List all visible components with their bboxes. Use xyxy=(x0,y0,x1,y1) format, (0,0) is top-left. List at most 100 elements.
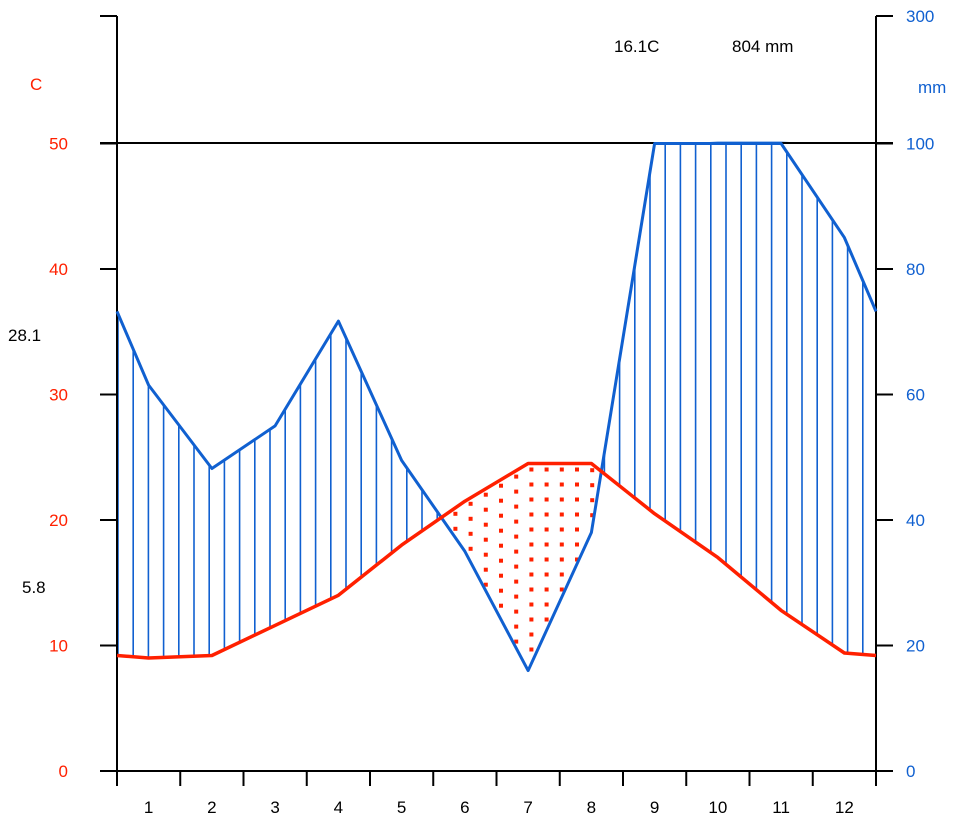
temperature-series-line xyxy=(116,461,877,660)
arid-dot xyxy=(468,546,473,551)
arid-dot xyxy=(590,468,595,473)
arid-dot xyxy=(499,528,503,533)
arid-dot xyxy=(529,467,534,472)
arid-dot xyxy=(529,557,534,562)
arid-dot xyxy=(529,512,534,517)
month-tick-label: 9 xyxy=(650,798,659,817)
arid-dot xyxy=(483,537,488,542)
precipitation-unit-label: mm xyxy=(918,78,946,97)
temperature-unit-label: C xyxy=(30,75,42,94)
arid-period-dots xyxy=(453,467,595,652)
arid-dot xyxy=(590,483,595,488)
arid-dot xyxy=(575,482,579,487)
arid-dot xyxy=(529,527,534,532)
arid-dot xyxy=(529,497,534,502)
month-tick-label: 10 xyxy=(708,798,727,817)
arid-dot xyxy=(514,564,519,569)
arid-dot xyxy=(499,588,503,593)
month-tick-label: 4 xyxy=(334,798,343,817)
temperature-tick-label: 50 xyxy=(49,135,68,154)
arid-dot xyxy=(544,467,549,472)
precipitation-series-line xyxy=(115,142,878,673)
arid-dot xyxy=(544,587,549,592)
month-tick-label: 5 xyxy=(397,798,406,817)
arid-dot xyxy=(529,482,534,487)
month-tick-label: 3 xyxy=(270,798,279,817)
arid-dot xyxy=(483,522,488,527)
arid-dot xyxy=(544,482,549,487)
precipitation-tick-label: 20 xyxy=(906,637,925,656)
arid-dot xyxy=(468,531,473,536)
arid-dot xyxy=(529,617,534,622)
arid-dot xyxy=(575,467,579,472)
arid-dot xyxy=(559,557,564,562)
arid-dot xyxy=(544,542,549,547)
arid-dot xyxy=(559,482,564,487)
arid-dot xyxy=(483,507,488,512)
month-tick-label: 12 xyxy=(835,798,854,817)
arid-dot xyxy=(575,497,579,502)
arid-dot xyxy=(514,519,519,524)
temperature-tick-label: 40 xyxy=(49,260,68,279)
precipitation-tick-label: 80 xyxy=(906,260,925,279)
precipitation-tick-label: 60 xyxy=(906,386,925,405)
side-label-upper: 28.1 xyxy=(8,326,41,345)
arid-dot xyxy=(483,582,488,587)
arid-dot xyxy=(468,501,473,506)
arid-dot xyxy=(514,489,519,494)
arid-dot xyxy=(559,587,564,592)
month-tick-label: 8 xyxy=(587,798,596,817)
arid-dot xyxy=(559,527,564,532)
arid-dot xyxy=(544,557,549,562)
arid-dot xyxy=(514,624,519,629)
arid-dot xyxy=(499,483,503,488)
precipitation-tick-label: 40 xyxy=(906,511,925,530)
arid-dot xyxy=(514,549,519,554)
month-tick-label: 6 xyxy=(460,798,469,817)
arid-dot xyxy=(483,552,488,557)
arid-dot xyxy=(559,542,564,547)
temperature-axis-ticks: 0 10 20 30 40 50 xyxy=(49,135,117,781)
arid-dot xyxy=(468,516,473,521)
arid-dot xyxy=(575,557,579,562)
month-axis-ticks: 1 2 3 4 5 6 7 8 9 10 11 12 xyxy=(116,771,877,817)
arid-dot xyxy=(590,513,595,518)
arid-dot xyxy=(529,542,534,547)
arid-dot xyxy=(529,572,534,577)
precipitation-tick-label: 0 xyxy=(906,762,915,781)
month-tick-label: 2 xyxy=(207,798,216,817)
temperature-tick-label: 20 xyxy=(49,511,68,530)
arid-dot xyxy=(544,572,549,577)
arid-dot xyxy=(483,492,488,497)
temperature-tick-label: 10 xyxy=(49,637,68,656)
arid-dot xyxy=(575,542,579,547)
precipitation-axis-ticks: 0 20 40 60 80 100 300 xyxy=(876,7,934,781)
arid-dot xyxy=(499,498,503,503)
side-label-lower: 5.8 xyxy=(22,578,46,597)
month-tick-label: 11 xyxy=(772,798,790,817)
arid-dot xyxy=(499,543,503,548)
arid-dot xyxy=(544,512,549,517)
arid-dot xyxy=(575,527,579,532)
arid-dot xyxy=(559,467,564,472)
annual-precipitation-label: 804 mm xyxy=(732,37,793,56)
arid-dot xyxy=(499,603,503,608)
arid-dot xyxy=(544,497,549,502)
arid-dot xyxy=(544,617,549,622)
arid-dot xyxy=(514,534,519,539)
month-tick-label: 7 xyxy=(523,798,532,817)
arid-dot xyxy=(514,474,519,479)
arid-dot xyxy=(453,526,458,531)
arid-dot xyxy=(514,579,519,584)
arid-dot xyxy=(453,511,458,516)
humid-period-hatching xyxy=(117,143,864,658)
precipitation-tick-label: 100 xyxy=(906,135,934,154)
arid-dot xyxy=(544,527,549,532)
temperature-tick-label: 30 xyxy=(49,386,68,405)
temperature-tick-label: 0 xyxy=(59,762,68,781)
arid-dot xyxy=(559,512,564,517)
arid-dot xyxy=(499,513,503,518)
arid-dot xyxy=(514,504,519,509)
